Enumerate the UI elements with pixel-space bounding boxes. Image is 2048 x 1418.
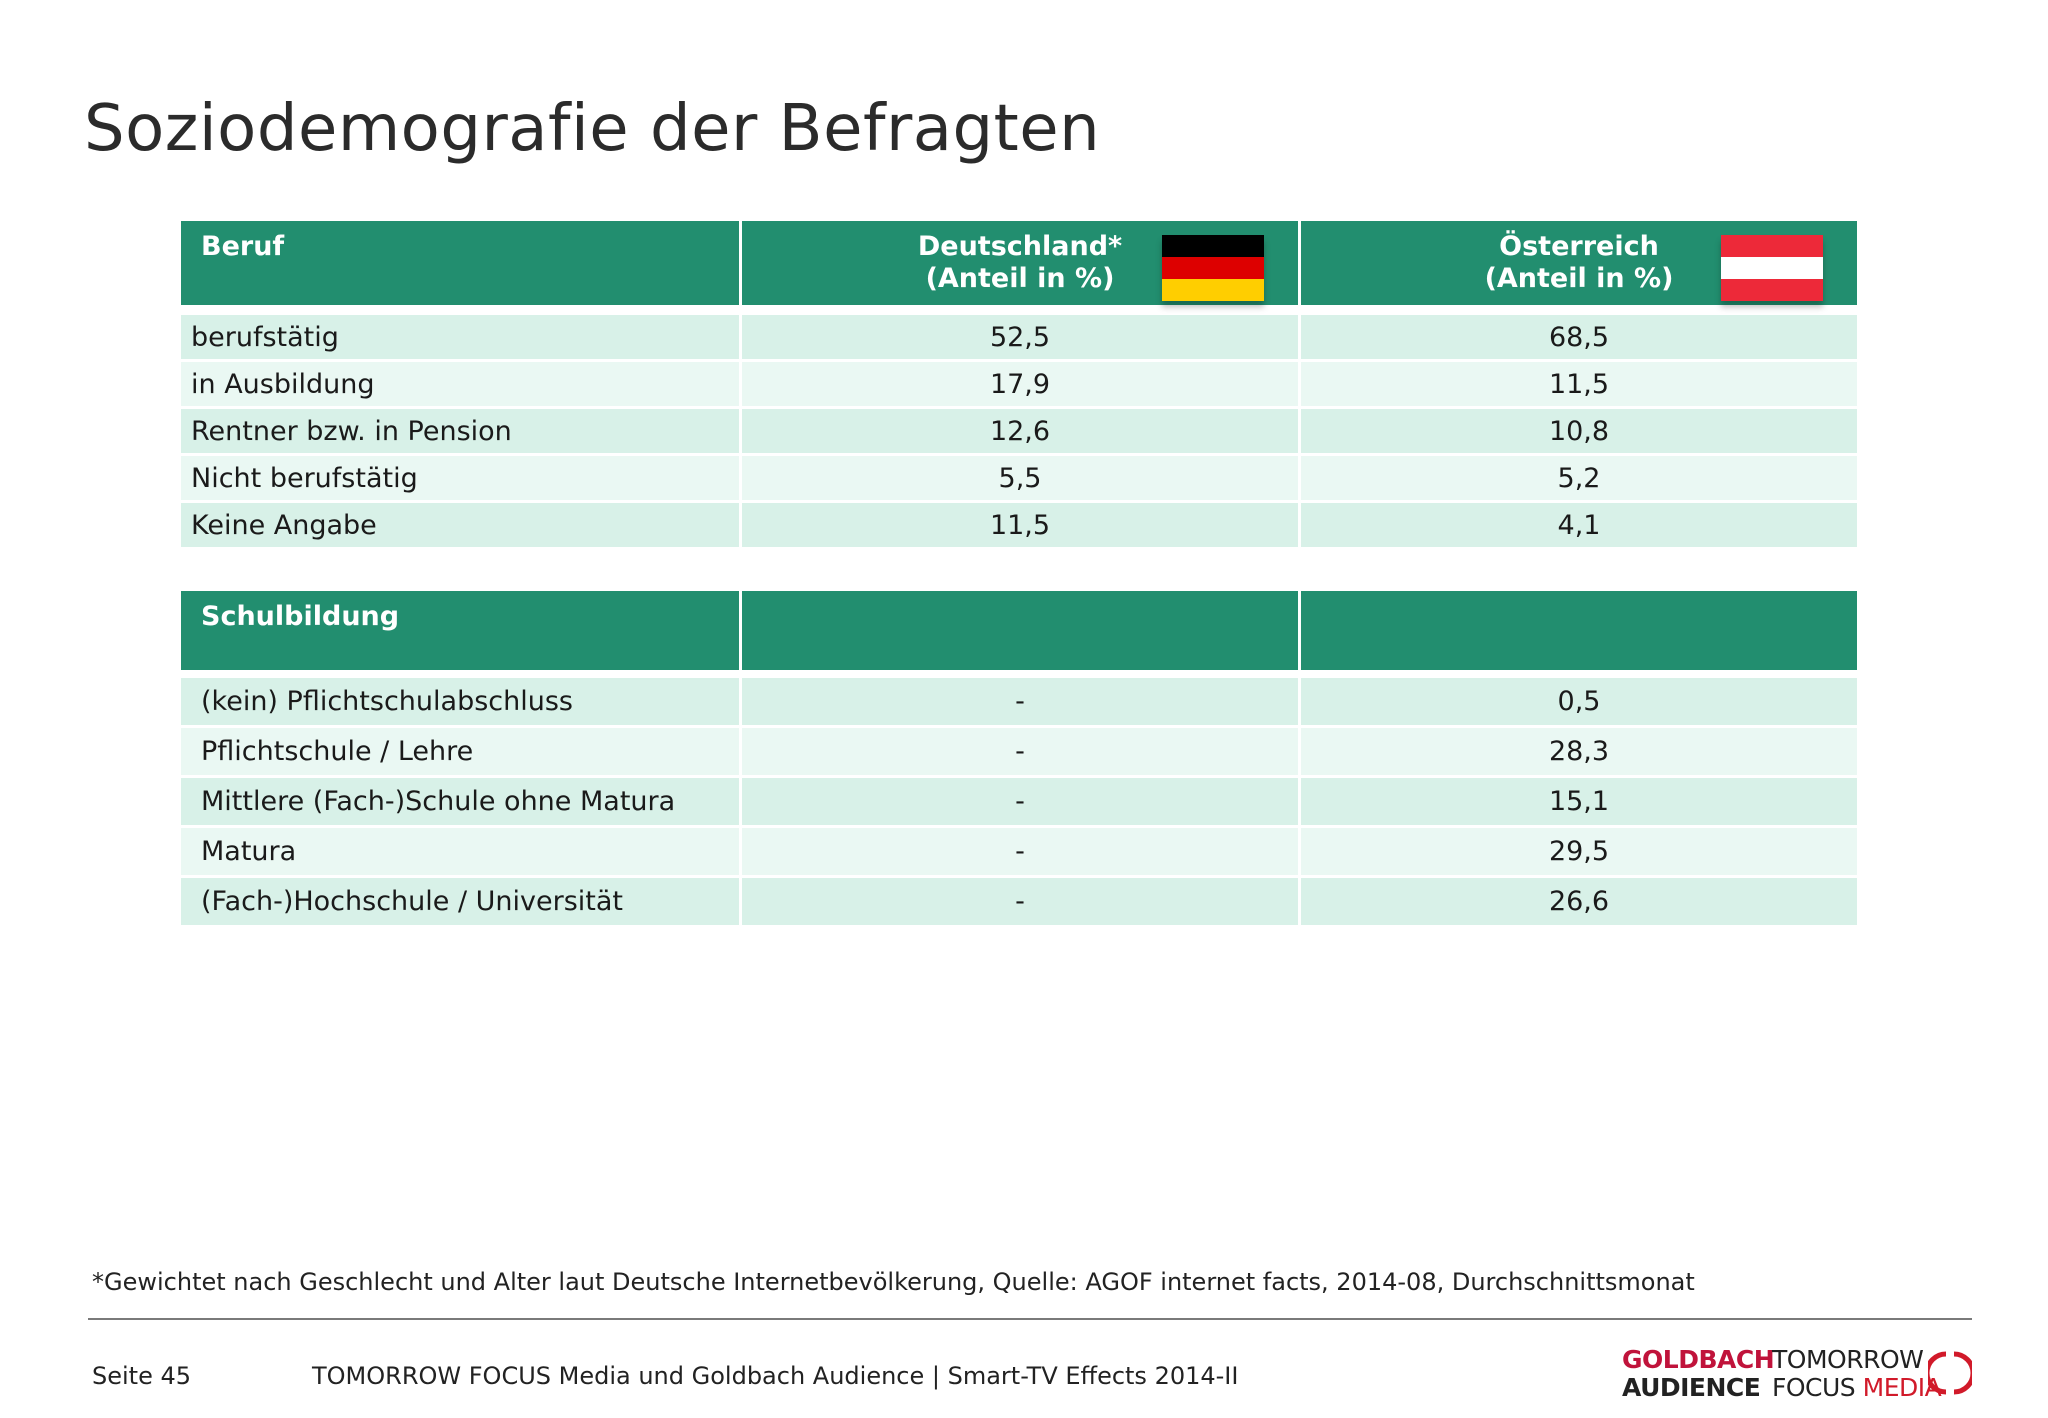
table-row: Keine Angabe 11,5 4,1 [181,503,1857,547]
header-deutschland: Deutschland* (Anteil in %) [742,221,1298,305]
table-row: berufstätig 52,5 68,5 [181,315,1857,359]
goldbach-logo-line1: GOLDBACH [1622,1345,1775,1374]
row-value-de: - [742,678,1298,725]
header-schulbildung: Schulbildung [181,591,739,670]
row-value-at: 26,6 [1301,878,1857,925]
row-label: Rentner bzw. in Pension [181,409,739,453]
row-value-de: - [742,828,1298,875]
beruf-table: Beruf Deutschland* (Anteil in %) Österre… [178,218,1860,550]
table-row: in Ausbildung 17,9 11,5 [181,362,1857,406]
schulbildung-header-row: Schulbildung [181,591,1857,670]
header-deutschland-line2: (Anteil in %) [925,263,1115,294]
table-row: Rentner bzw. in Pension 12,6 10,8 [181,409,1857,453]
tfm-logo-line1: TOMORROW [1772,1345,1924,1374]
tfm-logo-arc-icon [1928,1351,1972,1395]
header-empty-at [1301,591,1857,670]
tfm-logo-line2: FOCUS MEDIA [1772,1374,1972,1402]
row-label: (kein) Pflichtschulabschluss [181,678,739,725]
row-value-de: 52,5 [742,315,1298,359]
flag-germany-icon [1162,235,1264,301]
header-empty-de [742,591,1298,670]
goldbach-logo-line2: AUDIENCE [1622,1373,1761,1402]
row-value-at: 4,1 [1301,503,1857,547]
page-title: Soziodemografie der Befragten [84,92,1101,166]
row-value-de: 5,5 [742,456,1298,500]
row-value-at: 10,8 [1301,409,1857,453]
row-label: berufstätig [181,315,739,359]
footer-divider [88,1318,1972,1320]
row-value-at: 11,5 [1301,362,1857,406]
row-label: in Ausbildung [181,362,739,406]
row-value-at: 68,5 [1301,315,1857,359]
row-label: Keine Angabe [181,503,739,547]
flag-austria-icon [1721,235,1823,301]
header-oesterreich-line1: Österreich [1499,231,1659,262]
tomorrow-focus-media-logo: TOMORROW FOCUS MEDIA [1772,1346,1972,1402]
header-oesterreich-line2: (Anteil in %) [1484,263,1674,294]
row-value-de: - [742,728,1298,775]
beruf-header-row: Beruf Deutschland* (Anteil in %) Österre… [181,221,1857,305]
row-value-at: 0,5 [1301,678,1857,725]
row-label: Mittlere (Fach-)Schule ohne Matura [181,778,739,825]
schulbildung-table: Schulbildung (kein) Pflichtschulabschlus… [178,588,1860,928]
footnote: *Gewichtet nach Geschlecht und Alter lau… [92,1268,1695,1296]
table-row: Nicht berufstätig 5,5 5,2 [181,456,1857,500]
table-row: (Fach-)Hochschule / Universität - 26,6 [181,878,1857,925]
table-row: Mittlere (Fach-)Schule ohne Matura - 15,… [181,778,1857,825]
page-number: Seite 45 [92,1362,192,1390]
row-label: Nicht berufstätig [181,456,739,500]
row-value-de: - [742,778,1298,825]
header-beruf: Beruf [181,221,739,305]
table-row: Matura - 29,5 [181,828,1857,875]
row-value-de: - [742,878,1298,925]
row-label: Matura [181,828,739,875]
row-value-de: 11,5 [742,503,1298,547]
row-value-at: 29,5 [1301,828,1857,875]
goldbach-audience-logo: GOLDBACH AUDIENCE [1622,1345,1775,1402]
row-value-de: 17,9 [742,362,1298,406]
tfm-logo-focus: FOCUS [1772,1373,1856,1402]
row-value-at: 15,1 [1301,778,1857,825]
table-row: Pflichtschule / Lehre - 28,3 [181,728,1857,775]
row-value-at: 5,2 [1301,456,1857,500]
row-label: (Fach-)Hochschule / Universität [181,878,739,925]
header-deutschland-line1: Deutschland* [917,231,1123,262]
row-label: Pflichtschule / Lehre [181,728,739,775]
table-row: (kein) Pflichtschulabschluss - 0,5 [181,678,1857,725]
row-value-at: 28,3 [1301,728,1857,775]
header-oesterreich: Österreich (Anteil in %) [1301,221,1857,305]
footer-document-title: TOMORROW FOCUS Media und Goldbach Audien… [312,1362,1239,1390]
row-value-de: 12,6 [742,409,1298,453]
